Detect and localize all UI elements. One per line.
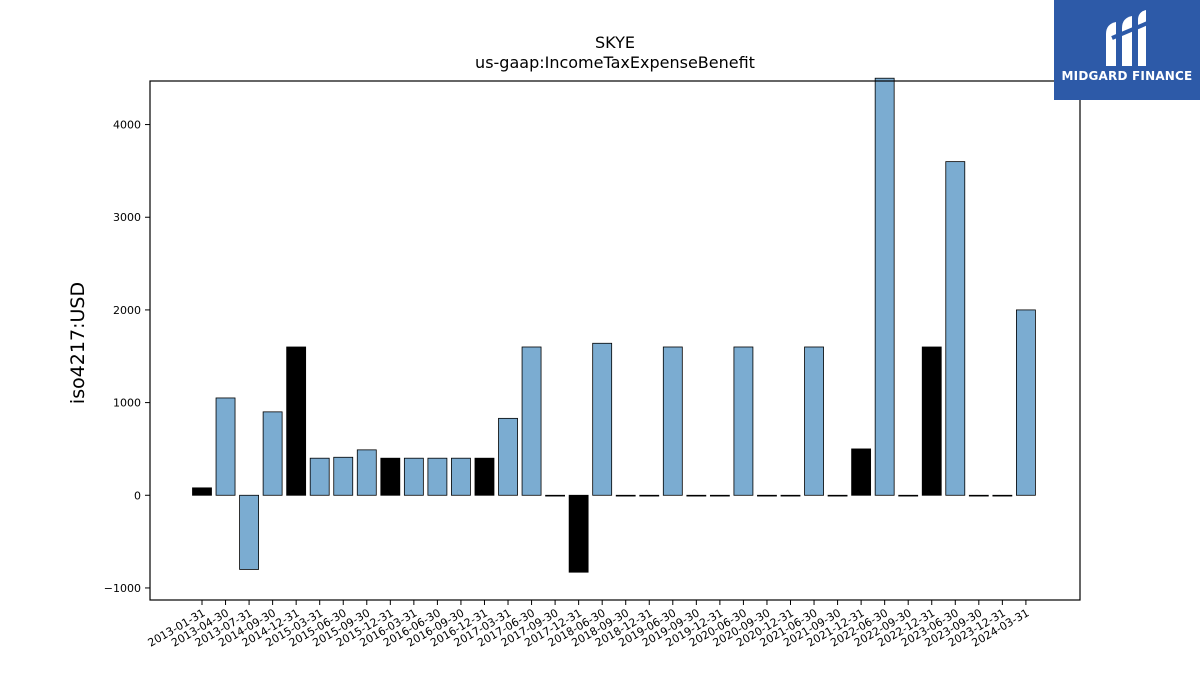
y-axis: −1000 0 1000 2000 3000 4000 bbox=[104, 119, 150, 595]
y-tick-label: 4000 bbox=[113, 119, 141, 132]
y-tick-label: 3000 bbox=[113, 211, 141, 224]
bar-2020-09-30 bbox=[757, 494, 777, 497]
bar-2013-07-31 bbox=[239, 494, 259, 570]
bar-2015-03-31 bbox=[309, 457, 330, 496]
bar-2021-09-30 bbox=[827, 494, 848, 497]
bar-2013-04-30 bbox=[215, 397, 236, 496]
bar-2020-12-31 bbox=[780, 494, 801, 497]
bar-2018-06-30 bbox=[592, 342, 613, 496]
bar-2015-12-31 bbox=[380, 457, 401, 496]
plot-frame bbox=[149, 80, 1081, 601]
bar-2019-06-30 bbox=[662, 346, 683, 496]
y-tick-label: 0 bbox=[134, 489, 141, 502]
bar-2019-12-31 bbox=[709, 494, 730, 497]
bar-2016-03-31 bbox=[403, 457, 424, 496]
bar-2016-06-30 bbox=[427, 457, 448, 496]
bar-2024-03-31 bbox=[1016, 309, 1036, 496]
bar-2023-06-30 bbox=[945, 161, 966, 496]
bar-2016-09-30 bbox=[451, 457, 471, 496]
bar-2017-12-31 bbox=[568, 494, 589, 573]
midgard-finance-logo: MIDGARD FINANCE bbox=[1054, 0, 1200, 100]
bar-2016-12-31 bbox=[474, 457, 495, 496]
bar-2022-09-30 bbox=[898, 494, 919, 497]
y-tick-label: −1000 bbox=[104, 582, 141, 595]
bar-2018-09-30 bbox=[615, 494, 636, 497]
bar-2013-01-31 bbox=[192, 487, 212, 496]
y-tick-label: 2000 bbox=[113, 304, 141, 317]
y-axis-label: iso4217:USD bbox=[67, 282, 89, 404]
bar-2015-06-30 bbox=[333, 456, 354, 496]
bar-2020-06-30 bbox=[733, 346, 754, 496]
bar-2018-12-31 bbox=[639, 494, 660, 497]
bar-2017-03-31 bbox=[498, 417, 518, 496]
bar-2017-06-30 bbox=[521, 346, 542, 496]
bar-2021-12-31 bbox=[851, 448, 872, 496]
logo-text: MIDGARD FINANCE bbox=[1061, 69, 1193, 83]
bar-2022-12-31 bbox=[921, 346, 942, 496]
bars-layer bbox=[192, 77, 1036, 573]
chart-subtitle: us-gaap:IncomeTaxExpenseBenefit bbox=[475, 53, 755, 72]
bar-2023-09-30 bbox=[968, 494, 989, 497]
y-tick-label: 1000 bbox=[113, 397, 141, 410]
bar-2015-09-30 bbox=[356, 449, 377, 496]
bar-2014-09-30 bbox=[262, 411, 283, 496]
bar-2017-09-30 bbox=[545, 494, 565, 497]
x-axis: 2013-01-312013-04-302013-07-312014-09-30… bbox=[146, 600, 1031, 650]
bar-2014-12-31 bbox=[286, 346, 307, 496]
chart-title: SKYE bbox=[595, 33, 635, 52]
bar-2019-09-30 bbox=[686, 494, 707, 497]
bar-2022-06-30 bbox=[874, 77, 895, 496]
midgard-logo-icon bbox=[1106, 10, 1151, 66]
bar-2021-06-30 bbox=[804, 346, 824, 496]
bar-2023-12-31 bbox=[992, 494, 1013, 497]
